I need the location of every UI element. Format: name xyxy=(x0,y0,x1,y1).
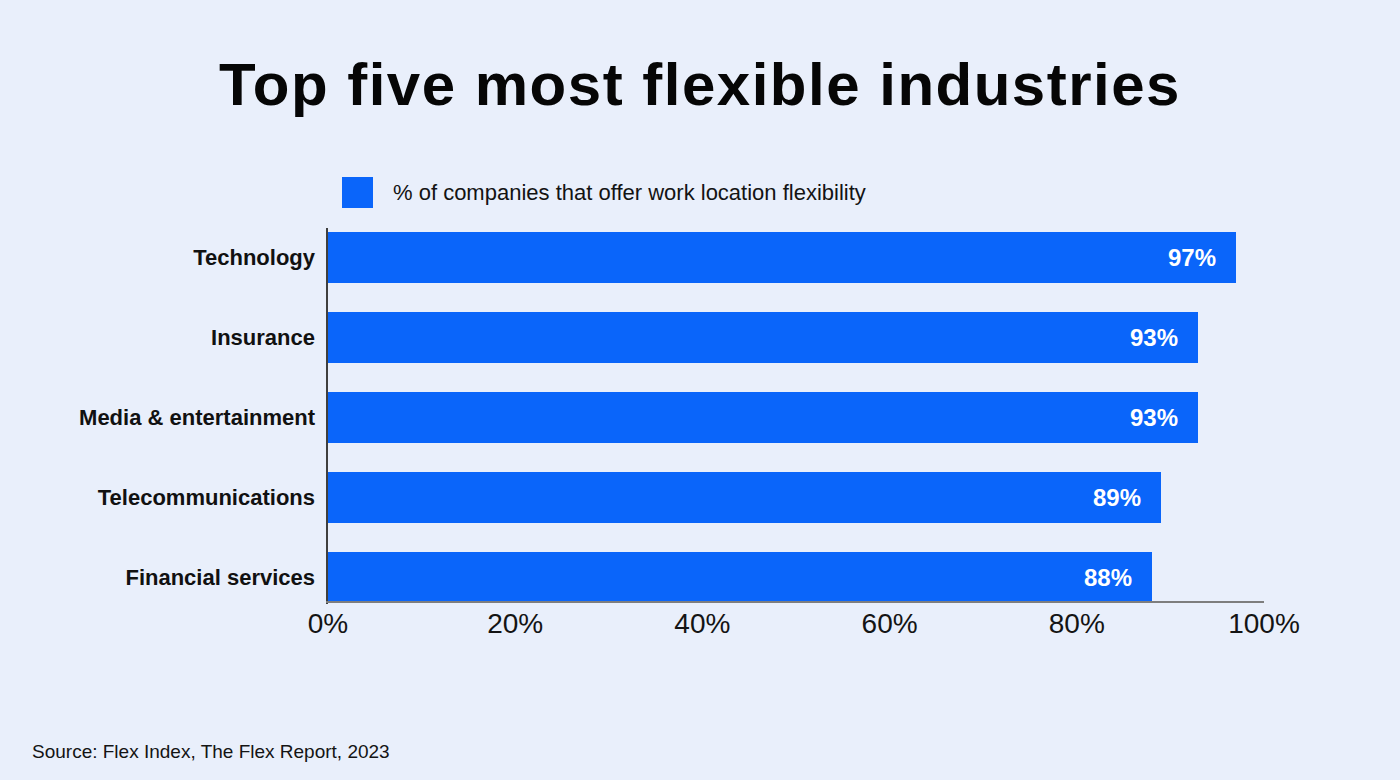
bar-technology: 97% xyxy=(328,232,1236,283)
bar-insurance: 93% xyxy=(328,312,1198,363)
bar-value-label: 93% xyxy=(1130,404,1198,432)
x-axis-line xyxy=(326,601,1264,603)
category-label: Technology xyxy=(0,232,315,283)
bar-value-label: 88% xyxy=(1084,564,1152,592)
bar-telecommunications: 89% xyxy=(328,472,1161,523)
x-tick-label: 80% xyxy=(1049,608,1105,640)
legend: % of companies that offer work location … xyxy=(342,177,866,208)
x-axis-ticks: 0% 20% 40% 60% 80% 100% xyxy=(328,608,1264,642)
x-tick-label: 60% xyxy=(862,608,918,640)
category-label: Insurance xyxy=(0,312,315,363)
category-label: Financial services xyxy=(0,552,315,603)
flex-report-infographic: Top five most flexible industries % of c… xyxy=(0,0,1400,780)
bar-financial-services: 88% xyxy=(328,552,1152,603)
category-label: Telecommunications xyxy=(0,472,315,523)
bar-value-label: 93% xyxy=(1130,324,1198,352)
legend-swatch-icon xyxy=(342,177,373,208)
x-tick-label: 100% xyxy=(1228,608,1300,640)
x-tick-label: 20% xyxy=(487,608,543,640)
bar-value-label: 97% xyxy=(1168,244,1236,272)
x-tick-label: 0% xyxy=(308,608,348,640)
legend-label: % of companies that offer work location … xyxy=(393,180,866,206)
category-label: Media & entertainment xyxy=(0,392,315,443)
bar-media-entertainment: 93% xyxy=(328,392,1198,443)
bar-value-label: 89% xyxy=(1093,484,1161,512)
chart-title: Top five most flexible industries xyxy=(0,50,1400,120)
bar-chart-plot-area: 97% 93% 93% 89% 88% xyxy=(328,228,1264,604)
x-tick-label: 40% xyxy=(674,608,730,640)
source-note: Source: Flex Index, The Flex Report, 202… xyxy=(32,741,390,763)
